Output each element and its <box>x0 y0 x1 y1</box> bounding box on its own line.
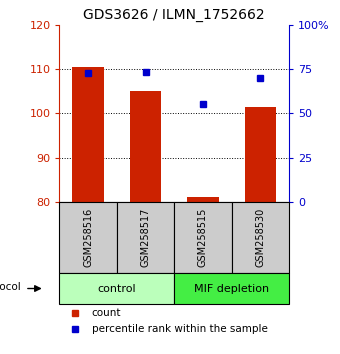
Text: GSM258516: GSM258516 <box>83 207 93 267</box>
Bar <box>59 273 174 304</box>
Text: MIF depletion: MIF depletion <box>194 284 269 293</box>
Bar <box>232 202 289 273</box>
Bar <box>174 273 289 304</box>
Text: GSM258530: GSM258530 <box>255 207 265 267</box>
Bar <box>244 107 276 202</box>
Bar <box>187 197 219 202</box>
Bar <box>59 202 117 273</box>
Bar <box>72 67 104 202</box>
Text: count: count <box>92 308 121 318</box>
Text: protocol: protocol <box>0 282 21 292</box>
Bar <box>130 91 162 202</box>
Bar <box>117 202 174 273</box>
Title: GDS3626 / ILMN_1752662: GDS3626 / ILMN_1752662 <box>83 8 265 22</box>
Text: GSM258517: GSM258517 <box>140 207 151 267</box>
Bar <box>174 202 232 273</box>
Text: GSM258515: GSM258515 <box>198 207 208 267</box>
Text: percentile rank within the sample: percentile rank within the sample <box>92 324 268 334</box>
Text: control: control <box>98 284 136 293</box>
